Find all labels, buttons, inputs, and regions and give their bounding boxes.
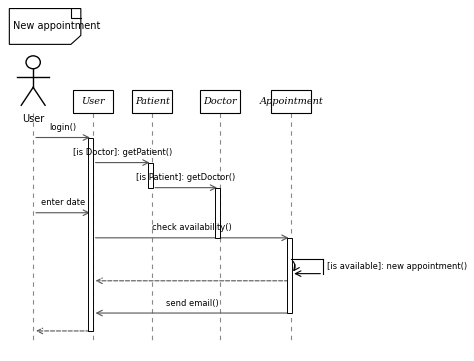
Text: send email(): send email() xyxy=(166,299,219,308)
Polygon shape xyxy=(9,9,81,44)
Text: [is available]: new appointment(): [is available]: new appointment() xyxy=(327,262,467,271)
Text: enter date: enter date xyxy=(41,198,85,207)
Text: User: User xyxy=(22,114,44,124)
Bar xyxy=(287,238,292,313)
Text: New appointment: New appointment xyxy=(13,21,100,31)
Text: Appointment: Appointment xyxy=(259,97,323,106)
Bar xyxy=(148,162,153,188)
Text: check availability(): check availability() xyxy=(152,223,232,232)
Bar xyxy=(216,188,220,238)
FancyBboxPatch shape xyxy=(200,90,240,113)
FancyBboxPatch shape xyxy=(132,90,172,113)
Text: [is Doctor]: getPatient(): [is Doctor]: getPatient() xyxy=(73,148,172,157)
FancyBboxPatch shape xyxy=(73,90,113,113)
Text: User: User xyxy=(81,97,105,106)
Text: login(): login() xyxy=(49,123,76,132)
Text: Patient: Patient xyxy=(135,97,170,106)
Text: Doctor: Doctor xyxy=(203,97,237,106)
Text: [is Patient]: getDoctor(): [is Patient]: getDoctor() xyxy=(137,173,236,182)
FancyBboxPatch shape xyxy=(272,90,311,113)
Bar xyxy=(88,138,93,331)
